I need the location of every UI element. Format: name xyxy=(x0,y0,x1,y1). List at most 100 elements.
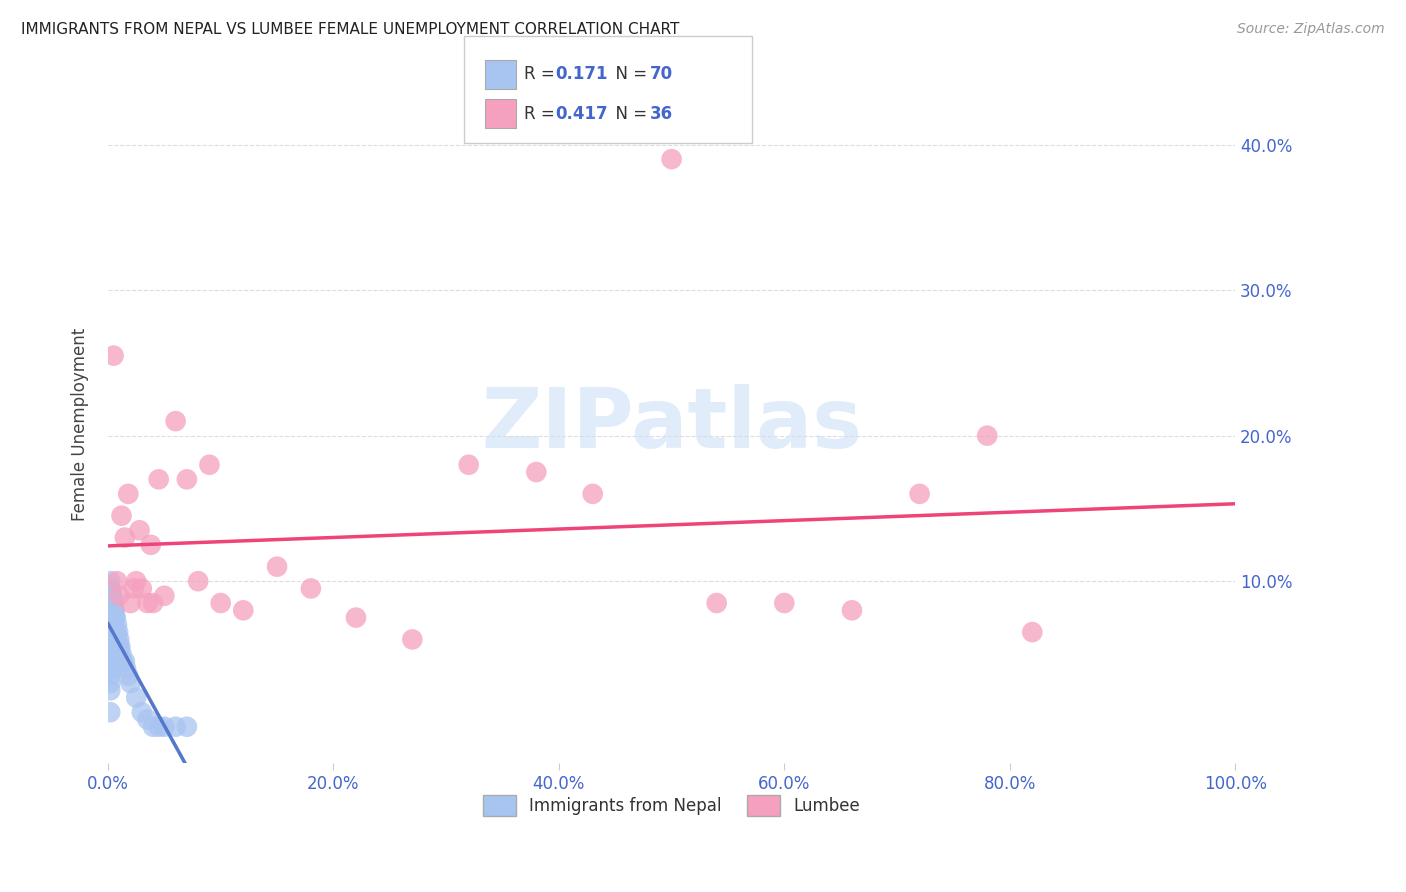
Point xyxy=(165,720,187,734)
Point xyxy=(582,487,605,501)
Point xyxy=(136,596,159,610)
Point xyxy=(101,603,124,617)
Point xyxy=(120,676,142,690)
Point xyxy=(153,589,176,603)
Point xyxy=(1021,625,1043,640)
Point xyxy=(198,458,221,472)
Point xyxy=(139,538,162,552)
Point xyxy=(104,625,127,640)
Text: 70: 70 xyxy=(650,65,672,84)
Point xyxy=(98,625,121,640)
Point xyxy=(120,596,142,610)
Point xyxy=(110,508,132,523)
Point xyxy=(98,705,121,719)
Point xyxy=(101,661,124,675)
Text: Source: ZipAtlas.com: Source: ZipAtlas.com xyxy=(1237,22,1385,37)
Point xyxy=(176,472,198,486)
Text: R =: R = xyxy=(524,104,561,123)
Point xyxy=(98,603,121,617)
Point xyxy=(104,610,127,624)
Point xyxy=(98,647,121,661)
Point xyxy=(457,458,479,472)
Point xyxy=(103,618,125,632)
Point xyxy=(122,582,145,596)
Point xyxy=(706,596,728,610)
Point xyxy=(98,640,121,654)
Text: 0.171: 0.171 xyxy=(555,65,607,84)
Point xyxy=(148,472,170,486)
Point xyxy=(98,632,121,647)
Point xyxy=(107,625,129,640)
Point xyxy=(110,640,132,654)
Point xyxy=(108,632,131,647)
Point xyxy=(232,603,254,617)
Point xyxy=(344,610,367,624)
Point xyxy=(98,618,121,632)
Point xyxy=(131,705,153,719)
Point xyxy=(101,596,124,610)
Text: N =: N = xyxy=(605,104,652,123)
Point xyxy=(104,625,127,640)
Point xyxy=(148,720,170,734)
Point xyxy=(100,603,122,617)
Point xyxy=(266,559,288,574)
Point xyxy=(98,582,121,596)
Point xyxy=(209,596,232,610)
Point xyxy=(111,654,134,668)
Point xyxy=(976,428,998,442)
Point xyxy=(98,596,121,610)
Point xyxy=(98,618,121,632)
Text: IMMIGRANTS FROM NEPAL VS LUMBEE FEMALE UNEMPLOYMENT CORRELATION CHART: IMMIGRANTS FROM NEPAL VS LUMBEE FEMALE U… xyxy=(21,22,679,37)
Point xyxy=(105,574,128,589)
Point xyxy=(98,610,121,624)
Point xyxy=(125,574,148,589)
Point xyxy=(108,640,131,654)
Point xyxy=(117,669,139,683)
Point xyxy=(101,618,124,632)
Point xyxy=(103,603,125,617)
Point xyxy=(100,589,122,603)
Point xyxy=(108,589,131,603)
Point xyxy=(100,610,122,624)
Legend: Immigrants from Nepal, Lumbee: Immigrants from Nepal, Lumbee xyxy=(477,789,868,822)
Point xyxy=(104,610,127,624)
Point xyxy=(98,632,121,647)
Text: R =: R = xyxy=(524,65,561,84)
Point xyxy=(98,647,121,661)
Point xyxy=(105,632,128,647)
Point xyxy=(841,603,863,617)
Point xyxy=(524,465,547,479)
Point xyxy=(100,596,122,610)
Point xyxy=(100,618,122,632)
Point xyxy=(98,669,121,683)
Point xyxy=(103,596,125,610)
Point xyxy=(100,647,122,661)
Point xyxy=(176,720,198,734)
Point xyxy=(142,596,165,610)
Point xyxy=(98,610,121,624)
Text: N =: N = xyxy=(605,65,652,84)
Point xyxy=(299,582,322,596)
Point xyxy=(100,661,122,675)
Point xyxy=(401,632,423,647)
Point xyxy=(153,720,176,734)
Point xyxy=(131,582,153,596)
Point xyxy=(773,596,796,610)
Point xyxy=(98,589,121,603)
Point xyxy=(142,720,165,734)
Point xyxy=(128,523,150,537)
Point xyxy=(103,349,125,363)
Point xyxy=(101,589,124,603)
Text: 36: 36 xyxy=(650,104,672,123)
Point xyxy=(105,618,128,632)
Point xyxy=(114,531,136,545)
Point xyxy=(661,152,683,166)
Point xyxy=(101,632,124,647)
Point xyxy=(117,487,139,501)
Point xyxy=(98,589,121,603)
Point xyxy=(165,414,187,428)
Y-axis label: Female Unemployment: Female Unemployment xyxy=(72,328,89,521)
Point xyxy=(98,603,121,617)
Point xyxy=(98,582,121,596)
Point xyxy=(136,713,159,727)
